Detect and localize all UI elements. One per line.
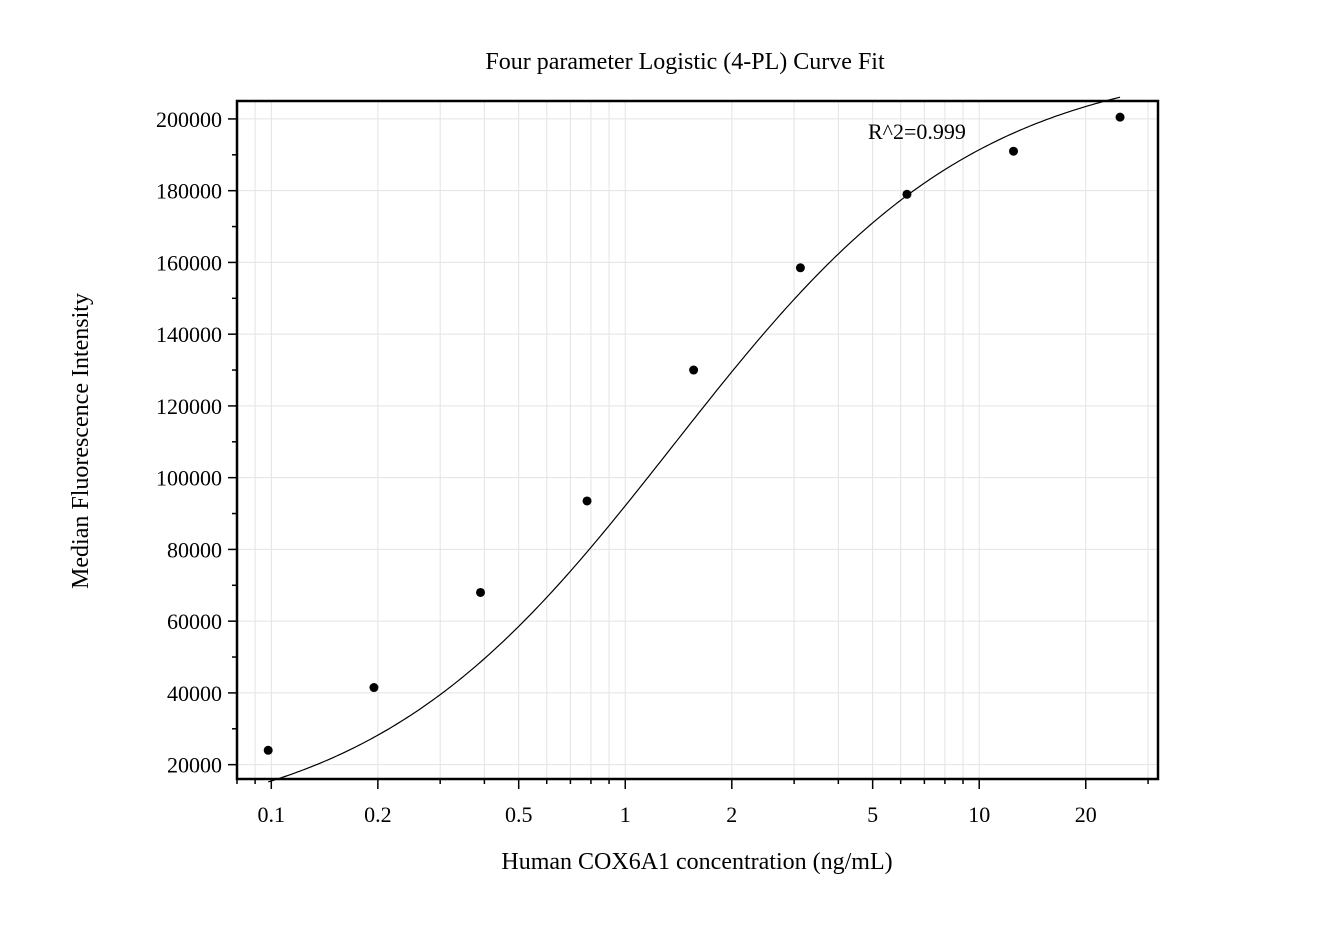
y-tick-label: 100000 bbox=[156, 466, 222, 491]
data-point bbox=[476, 587, 486, 597]
x-tick-label: 10 bbox=[968, 802, 990, 827]
data-point bbox=[1115, 112, 1125, 122]
grid bbox=[236, 101, 1158, 779]
y-tick-label: 180000 bbox=[156, 179, 222, 204]
y-tick-label: 140000 bbox=[156, 322, 222, 347]
data-point bbox=[689, 365, 699, 375]
data-point bbox=[582, 496, 592, 506]
y-tick-label: 60000 bbox=[167, 609, 222, 634]
data-point bbox=[1009, 146, 1019, 156]
data-point bbox=[902, 189, 912, 199]
x-tick-label: 20 bbox=[1075, 802, 1097, 827]
y-tick-label: 80000 bbox=[167, 537, 222, 562]
fit-curve bbox=[268, 96, 1121, 783]
x-tick-label: 5 bbox=[867, 802, 878, 827]
y-axis-label: Median Fluorescence Intensity bbox=[68, 293, 94, 589]
x-tick-label: 0.2 bbox=[364, 802, 392, 827]
y-tick-label: 160000 bbox=[156, 250, 222, 275]
y-tick-label: 120000 bbox=[156, 394, 222, 419]
y-axis-ticks: 20000 40000 60000 80000 100000 120000 140000 16… bbox=[156, 107, 237, 778]
data-point bbox=[369, 683, 379, 693]
chart-title: Four parameter Logistic (4-PL) Curve Fit bbox=[485, 49, 885, 75]
data-point bbox=[263, 745, 273, 755]
data-points bbox=[263, 112, 1125, 755]
x-tick-label: 1 bbox=[620, 802, 631, 827]
x-tick-label: 2 bbox=[726, 802, 737, 827]
y-tick-label: 20000 bbox=[167, 753, 222, 778]
fit-curve-layer bbox=[268, 96, 1121, 783]
x-axis-label: Human COX6A1 concentration (ng/mL) bbox=[501, 849, 892, 875]
x-tick-label: 0.5 bbox=[505, 802, 533, 827]
plot-frame bbox=[235, 99, 1160, 781]
x-tick-label: 0.1 bbox=[258, 802, 286, 827]
x-axis-ticks: 0.1 0.2 0.5 1 2 5 10 20 bbox=[236, 779, 1149, 827]
r-squared-annotation: R^2=0.999 bbox=[868, 119, 966, 144]
y-tick-label: 200000 bbox=[156, 107, 222, 132]
y-tick-label: 40000 bbox=[167, 681, 222, 706]
data-point bbox=[795, 263, 805, 273]
